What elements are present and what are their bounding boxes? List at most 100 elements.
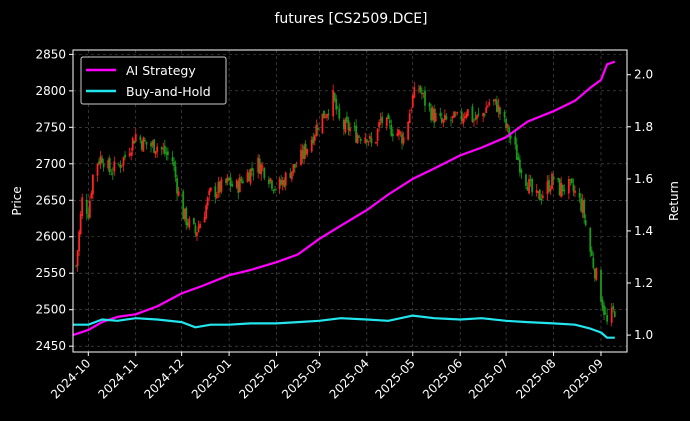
candle-body xyxy=(257,157,260,173)
candle-body xyxy=(278,178,281,190)
candle-body xyxy=(535,190,538,193)
right-tick-label: 1.2 xyxy=(634,276,653,290)
candle-body xyxy=(324,117,327,119)
candle-body xyxy=(517,157,520,161)
candle-body xyxy=(336,107,339,109)
candle-body xyxy=(214,186,217,198)
candle-body xyxy=(101,157,103,163)
candle-body xyxy=(316,127,319,131)
candle-body xyxy=(347,120,350,131)
candle-body xyxy=(508,127,511,138)
candle-body xyxy=(99,156,102,165)
candle-body xyxy=(610,307,613,323)
candle-body xyxy=(321,113,324,133)
candle-body xyxy=(560,182,563,197)
candle-body xyxy=(294,163,296,168)
candle-body xyxy=(205,205,208,219)
right-tick-label: 1.0 xyxy=(634,328,653,342)
candle-body xyxy=(443,114,446,120)
candle-body xyxy=(483,113,486,116)
candle-body xyxy=(460,111,463,121)
candle-body xyxy=(370,138,373,144)
candle-body xyxy=(428,103,431,107)
candle-body xyxy=(557,178,560,180)
right-tick-label: 1.8 xyxy=(634,120,653,134)
candle-body xyxy=(571,178,573,183)
left-tick-label: 2650 xyxy=(35,193,66,207)
candle-body xyxy=(165,152,168,155)
candle-body xyxy=(182,191,185,220)
ai-strategy-line xyxy=(72,60,616,337)
candle-body xyxy=(563,189,566,192)
candle-body xyxy=(151,141,154,146)
left-tick-label: 2550 xyxy=(35,266,66,280)
candle-body xyxy=(241,181,244,183)
candle-body xyxy=(121,164,123,166)
candle-body xyxy=(410,109,413,111)
candle-body xyxy=(385,117,388,127)
left-tick-label: 2800 xyxy=(35,84,66,98)
candle-body xyxy=(581,200,584,213)
candle-body xyxy=(217,181,220,194)
candle-body xyxy=(595,268,598,280)
candle-body xyxy=(130,152,133,156)
candle-body xyxy=(154,151,157,155)
candle-body xyxy=(108,158,111,173)
candle-body xyxy=(283,180,286,187)
candle-body xyxy=(402,137,405,144)
candle-body xyxy=(76,250,79,267)
buy-and-hold-line xyxy=(73,314,615,339)
candle-body xyxy=(174,166,177,178)
candle-body xyxy=(134,133,137,142)
candle-body xyxy=(203,217,206,223)
candle-body xyxy=(411,95,414,108)
left-tick-label: 2600 xyxy=(35,230,66,244)
candle-body xyxy=(75,265,77,267)
candle-body xyxy=(398,129,400,135)
candle-body xyxy=(349,127,351,132)
candle-body xyxy=(367,141,370,143)
candle-body xyxy=(422,92,425,94)
candle-body xyxy=(439,113,442,116)
candle-body xyxy=(235,180,238,188)
candle-body xyxy=(260,164,263,175)
candle-body xyxy=(208,190,211,196)
candle-body xyxy=(98,161,100,164)
candle-body xyxy=(102,163,105,168)
candle-body xyxy=(194,225,197,234)
candle-body xyxy=(453,111,455,118)
candle-body xyxy=(488,102,491,106)
candle-body xyxy=(450,119,452,121)
legend-box xyxy=(80,56,227,105)
candle-body xyxy=(462,118,465,124)
candle-body xyxy=(531,178,534,193)
candle-body xyxy=(442,119,445,123)
legend: AI Strategy Buy-and-Hold xyxy=(80,56,227,105)
candle-body xyxy=(326,114,328,118)
candle-body xyxy=(525,174,527,186)
candle-body xyxy=(79,213,82,235)
candle-body xyxy=(613,311,616,318)
candle-body xyxy=(580,198,582,212)
candle-body xyxy=(111,172,114,174)
candle-body xyxy=(177,191,180,196)
candle-body xyxy=(526,186,529,191)
candle-body xyxy=(248,172,250,182)
candle-body xyxy=(295,166,298,168)
candle-body xyxy=(251,168,253,171)
candle-body xyxy=(301,150,304,159)
candle-body xyxy=(153,139,156,153)
candle-body xyxy=(209,187,212,192)
candle-body xyxy=(228,178,230,181)
candle-body xyxy=(606,315,609,322)
candle-body xyxy=(593,268,596,279)
candle-body xyxy=(183,208,186,220)
candle-body xyxy=(561,184,564,192)
candle-body xyxy=(365,139,368,143)
candle-body xyxy=(537,191,540,193)
candle-body xyxy=(81,197,84,216)
candle-body xyxy=(131,138,134,151)
return-lines xyxy=(72,60,616,339)
candle-body xyxy=(476,114,478,119)
